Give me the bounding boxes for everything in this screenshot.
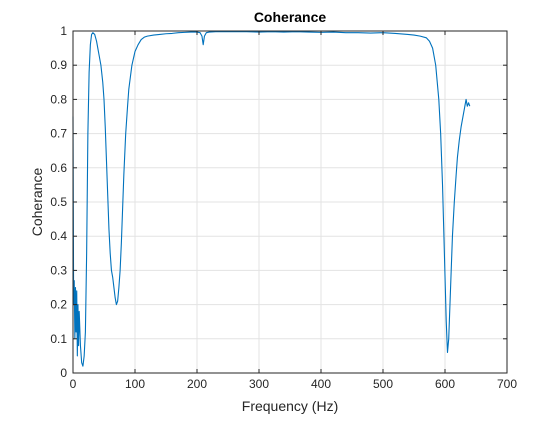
x-axis-label: Frequency (Hz) <box>242 398 338 414</box>
x-tick-label: 400 <box>311 377 331 391</box>
x-tick-label: 100 <box>125 377 145 391</box>
tick-labels: 0 100 200 300 400 500 600 700 0 0.1 0.2 0.3 0.4 0.5 0.… <box>50 24 517 391</box>
x-tick-label: 300 <box>249 377 269 391</box>
plot-area <box>72 31 471 367</box>
y-tick-label: 0.4 <box>50 229 67 243</box>
axes <box>72 30 508 374</box>
y-axis-label: Coherance <box>29 168 45 237</box>
chart-title: Coherance <box>254 9 327 25</box>
coherance-series-line <box>72 31 471 367</box>
y-tick-label: 0.5 <box>50 195 67 209</box>
y-tick-label: 0.7 <box>50 127 67 141</box>
x-tick-label: 600 <box>435 377 455 391</box>
y-tick-label: 0.1 <box>50 332 67 346</box>
y-tick-label: 0.9 <box>50 58 67 72</box>
y-tick-label: 0.8 <box>50 92 67 106</box>
y-tick-label: 0.6 <box>50 161 67 175</box>
y-tick-label: 0 <box>60 366 67 380</box>
y-tick-label: 0.3 <box>50 263 67 277</box>
grid <box>72 30 508 374</box>
y-tick-label: 0.2 <box>50 298 67 312</box>
x-tick-label: 500 <box>373 377 393 391</box>
x-tick-label: 700 <box>497 377 517 391</box>
x-tick-label: 0 <box>70 377 77 391</box>
y-tick-label: 1 <box>60 24 67 38</box>
x-tick-label: 200 <box>187 377 207 391</box>
